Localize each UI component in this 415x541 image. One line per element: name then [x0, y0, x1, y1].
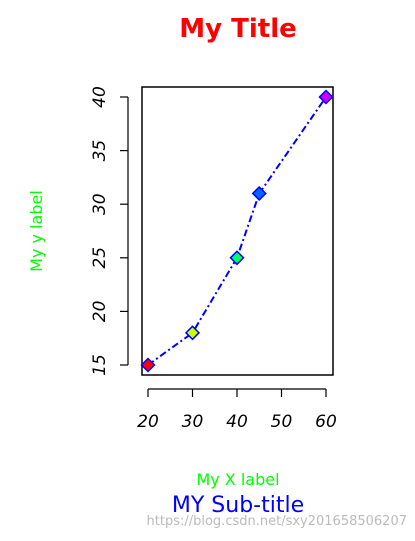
y-tick-label: 35 — [90, 140, 110, 162]
y-tick-label: 20 — [90, 301, 110, 323]
x-tick-label: 60 — [315, 412, 337, 432]
series-points — [140, 89, 334, 373]
data-point — [251, 185, 267, 202]
y-tick-label: 15 — [90, 354, 110, 376]
y-axis-label: My y label — [27, 190, 46, 272]
y-tick-label: 25 — [90, 247, 110, 269]
x-axis-label: My X label — [196, 470, 279, 489]
x-tick-label: 40 — [226, 412, 248, 432]
watermark: https://blog.csdn.net/sxy201658506207 — [147, 514, 407, 529]
series-line — [147, 96, 327, 366]
chart-title: My Title — [179, 14, 297, 44]
x-tick-label: 50 — [271, 412, 293, 432]
chart-subtitle: MY Sub-title — [172, 493, 304, 518]
plot-frame — [141, 86, 334, 376]
data-point — [229, 250, 245, 266]
x-axis: 20 30 40 50 60 — [137, 388, 337, 432]
x-tick-label: 20 — [137, 412, 159, 432]
x-tick-label: 30 — [182, 412, 204, 432]
data-point — [140, 357, 156, 373]
data-point — [184, 325, 201, 341]
data-point — [318, 89, 334, 105]
y-tick-label: 30 — [90, 193, 110, 215]
y-axis: 15 20 25 30 35 40 — [90, 86, 129, 376]
y-tick-label: 40 — [90, 86, 110, 108]
